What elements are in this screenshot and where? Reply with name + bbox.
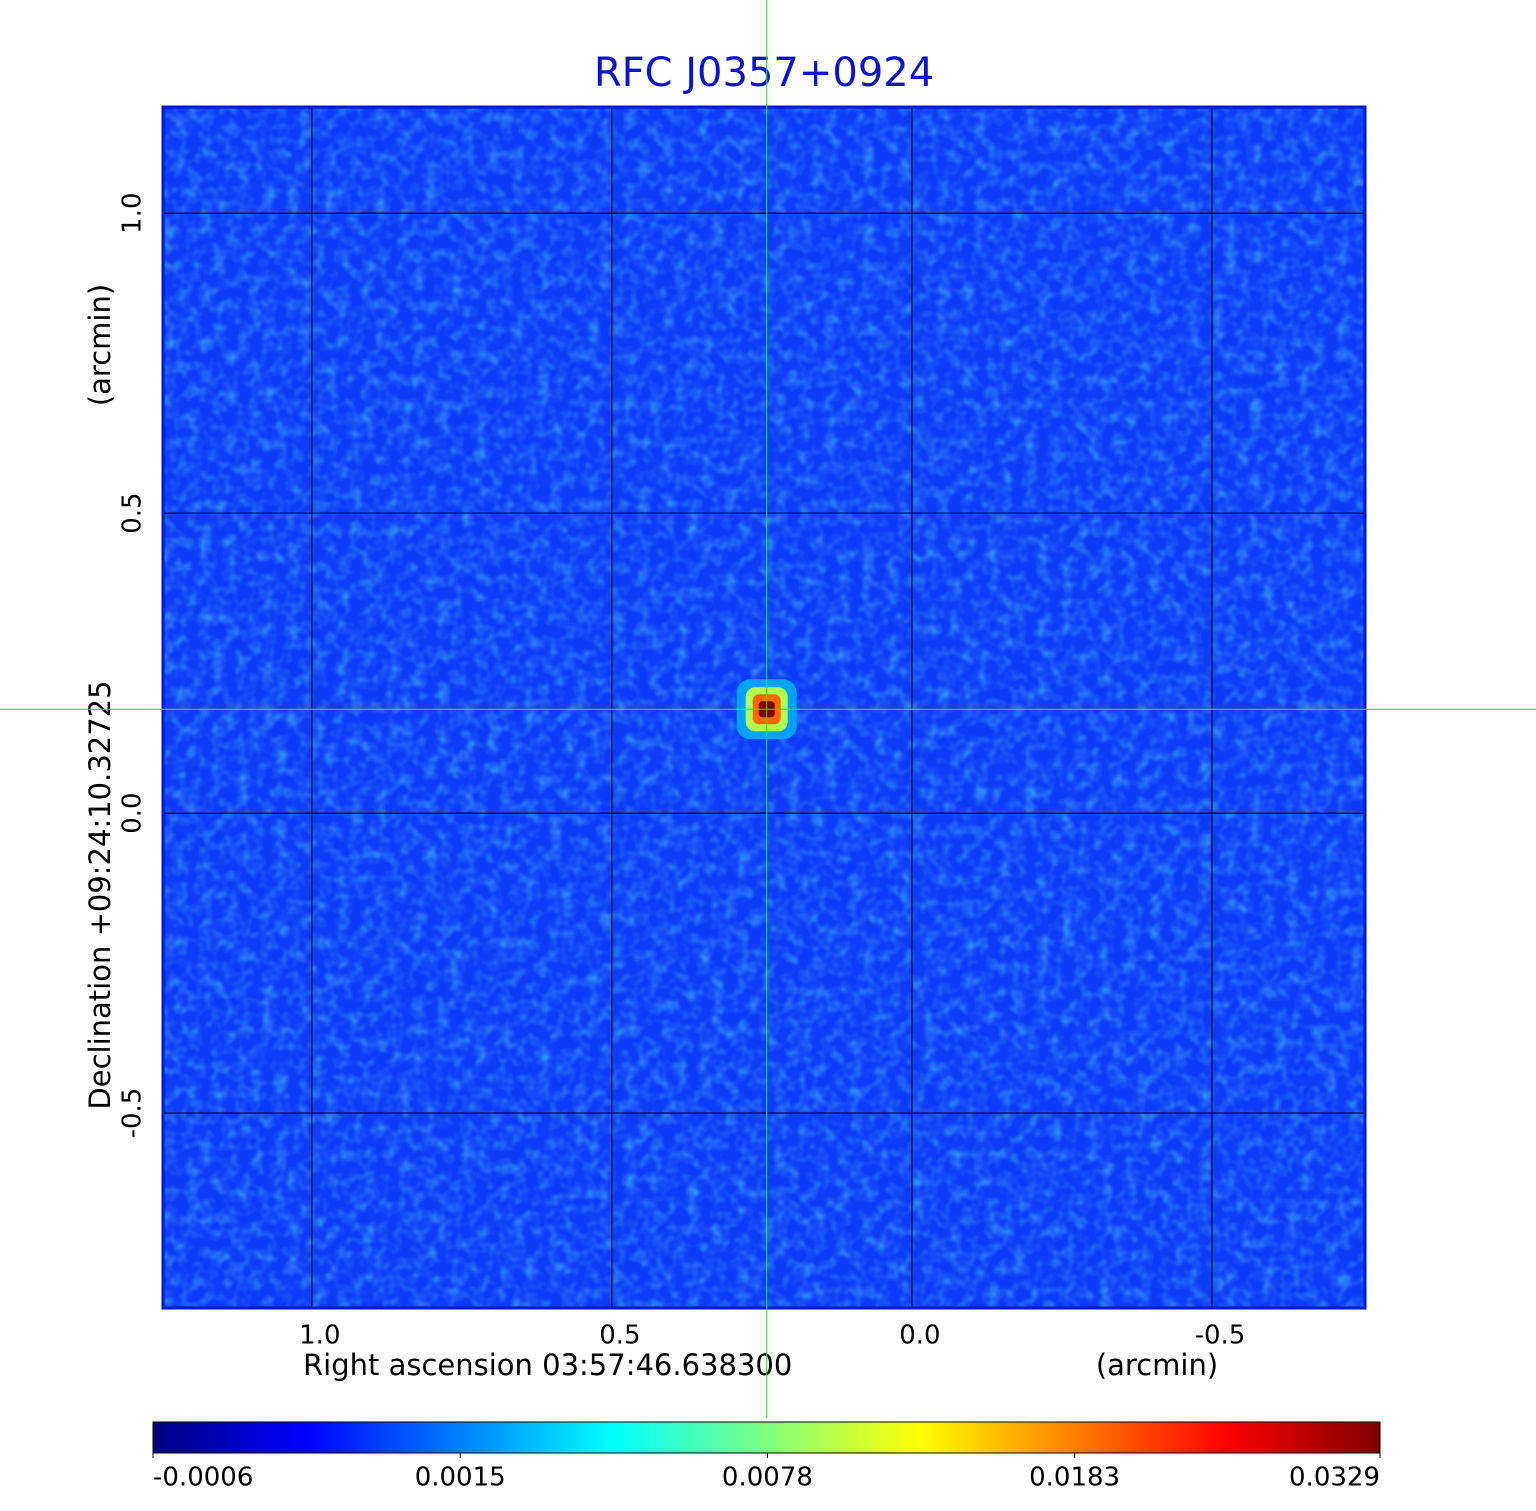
x-axis-unit: (arcmin) xyxy=(1096,1348,1218,1382)
colorbar-tick-label: 0.0329 xyxy=(1289,1463,1380,1493)
colorbar-tick-label: -0.0006 xyxy=(153,1463,253,1493)
x-tick-label: 0.5 xyxy=(599,1321,640,1351)
colorbar xyxy=(152,1421,1381,1454)
y-axis-label: Declination +09:24:10.32725 xyxy=(83,680,117,1109)
y-tick-label: 0.5 xyxy=(118,492,148,533)
x-axis-label: Right ascension 03:57:46.638300 xyxy=(303,1348,792,1382)
y-axis-unit: (arcmin) xyxy=(83,284,117,406)
x-tick-label: 0.0 xyxy=(899,1321,940,1351)
x-tick-label: 1.0 xyxy=(299,1321,340,1351)
x-tick-label: -0.5 xyxy=(1195,1321,1246,1351)
chart-title: RFC J0357+0924 xyxy=(594,50,934,96)
y-tick-label: 1.0 xyxy=(118,193,148,234)
y-tick-label: 0.0 xyxy=(118,792,148,833)
colorbar-tick-label: 0.0078 xyxy=(722,1463,813,1493)
y-tick-label: -0.5 xyxy=(118,1088,148,1139)
colorbar-tick-label: 0.0183 xyxy=(1029,1463,1120,1493)
plot-border xyxy=(161,105,1367,1310)
colorbar-tick-label: 0.0015 xyxy=(415,1463,506,1493)
